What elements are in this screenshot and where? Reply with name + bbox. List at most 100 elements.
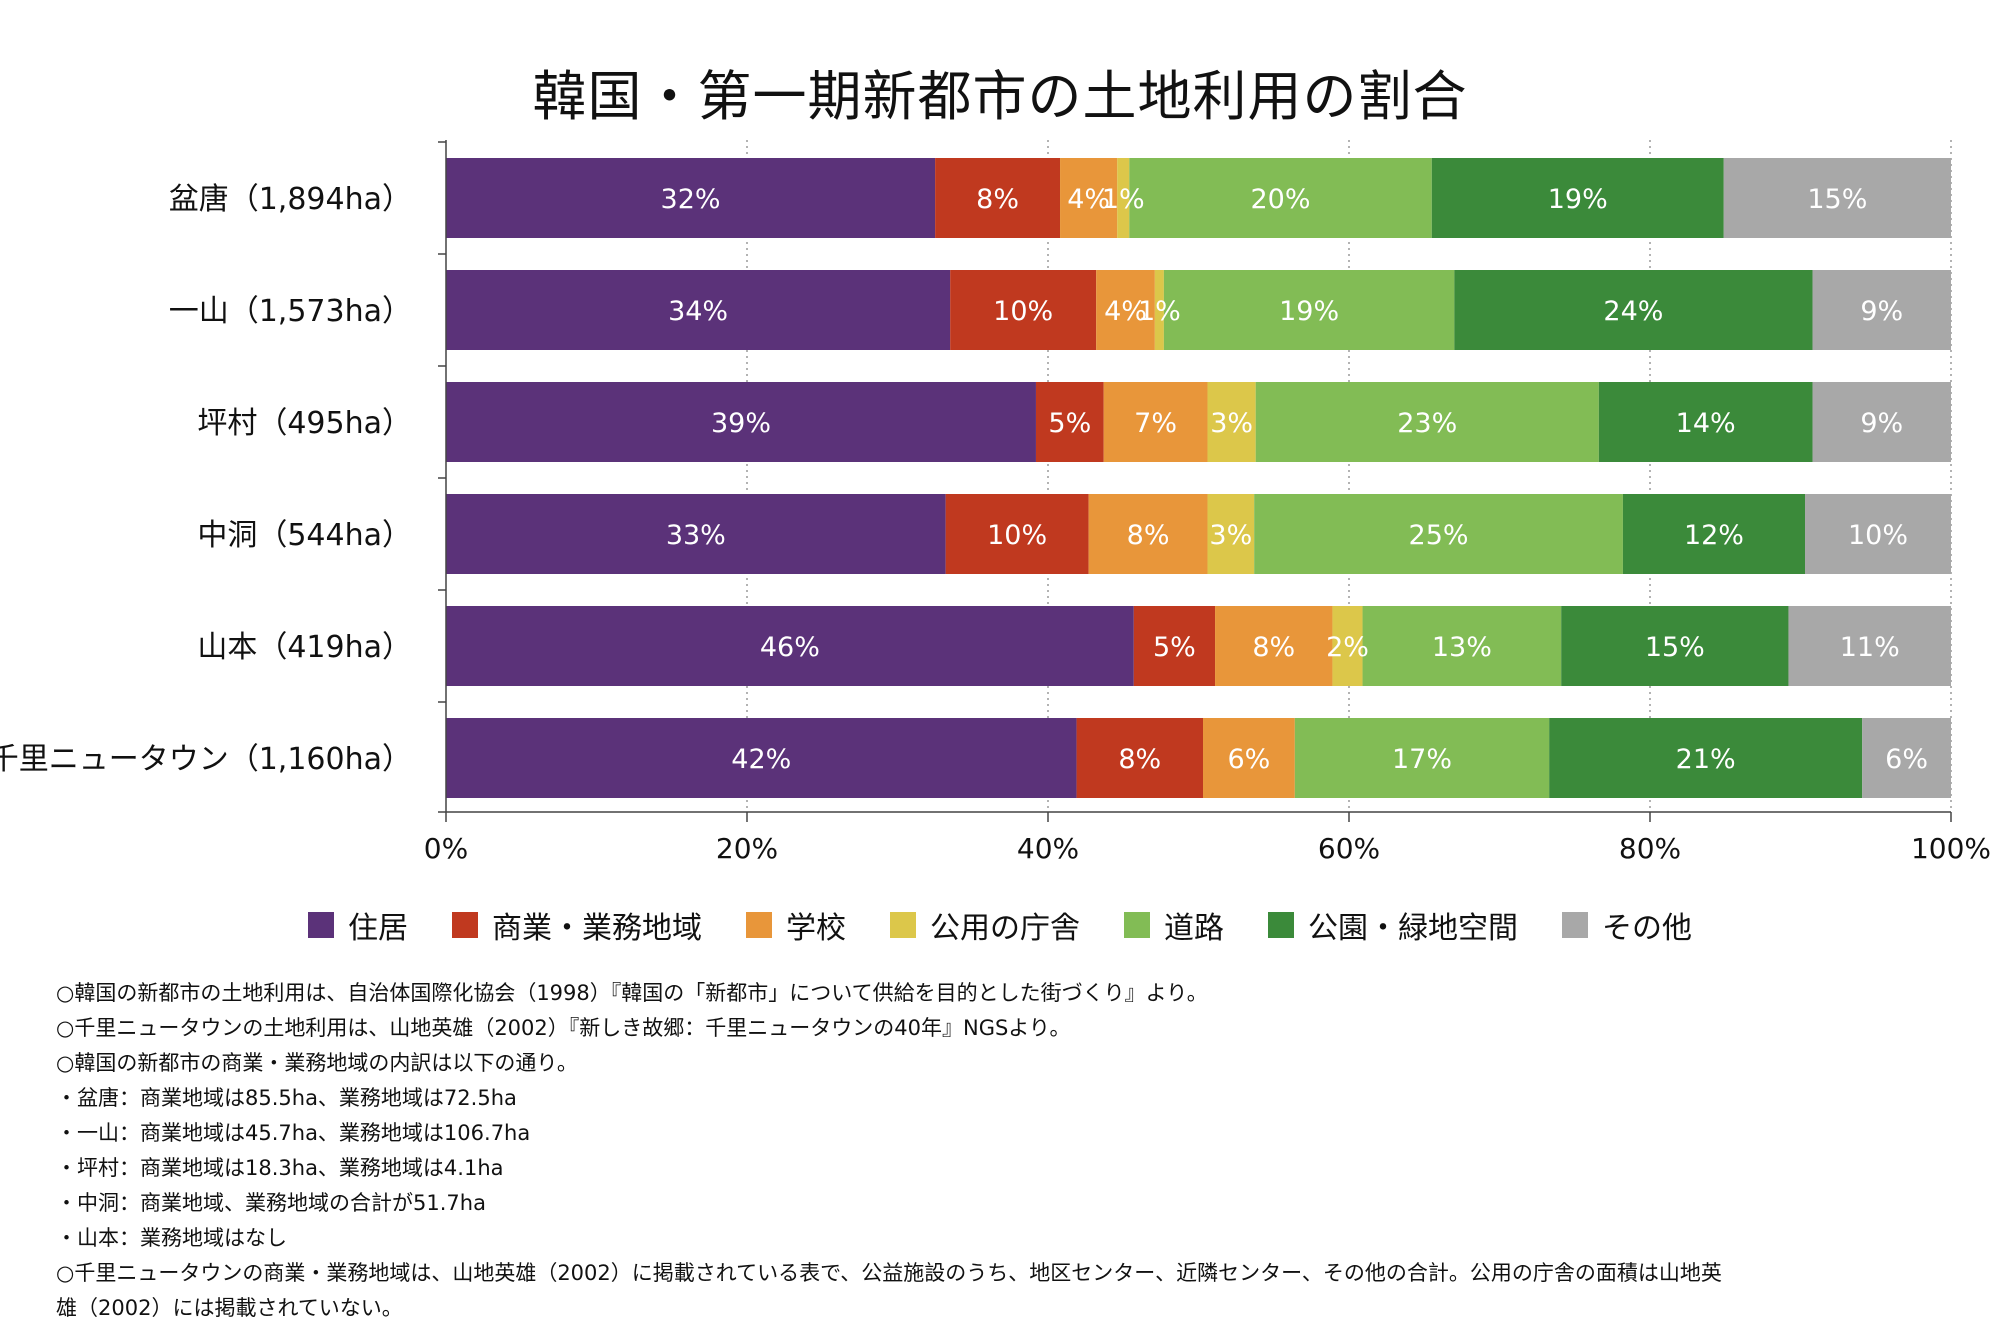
bar-segment	[1812, 270, 1951, 350]
legend: 住居 商業・業務地域 学校 公用の庁舎 道路 公園・緑地空間 その他	[0, 900, 2000, 950]
bar-segment	[1805, 494, 1951, 574]
bar-segment	[1129, 158, 1432, 238]
x-tick-label: 100%	[1911, 832, 1991, 865]
category-label: 一山（1,573ha）	[169, 294, 412, 329]
data-label: 42%	[731, 744, 791, 775]
bar-segment	[446, 270, 951, 350]
bar-segment	[1254, 494, 1623, 574]
data-label: 20%	[1251, 184, 1311, 215]
data-label: 2%	[1326, 632, 1369, 663]
data-label: 15%	[1645, 632, 1705, 663]
data-label: 46%	[760, 632, 820, 663]
bar-segment	[1549, 718, 1863, 798]
bar-segment	[1207, 494, 1255, 574]
bar-segment	[1103, 382, 1208, 462]
legend-swatch	[1268, 912, 1294, 938]
data-label: 6%	[1885, 744, 1928, 775]
bar-segment	[1812, 382, 1951, 462]
data-label: 10%	[993, 296, 1053, 327]
legend-item: その他	[1562, 903, 1692, 947]
category-label: 山本（419ha）	[197, 630, 412, 665]
bar-segment	[1255, 382, 1599, 462]
data-label: 11%	[1840, 632, 1900, 663]
note-line: ○韓国の新都市の土地利用は、自治体国際化協会（1998）『韓国の「新都市」につい…	[56, 981, 1208, 1005]
data-label: 4%	[1067, 184, 1110, 215]
data-label: 8%	[1252, 632, 1295, 663]
x-tick-label: 40%	[1017, 832, 1079, 865]
bar-segment	[945, 494, 1089, 574]
legend-item: 商業・業務地域	[452, 903, 702, 947]
bar-segment	[1117, 158, 1130, 238]
bar-segment	[1163, 270, 1455, 350]
x-tick-label: 20%	[716, 832, 778, 865]
data-label: 33%	[666, 520, 726, 551]
notes: ○韓国の新都市の土地利用は、自治体国際化協会（1998）『韓国の「新都市」につい…	[56, 976, 1956, 1326]
legend-item: 道路	[1124, 903, 1224, 947]
legend-swatch	[746, 912, 772, 938]
data-label: 7%	[1134, 408, 1177, 439]
data-label: 8%	[1127, 520, 1170, 551]
bar-segment	[446, 606, 1134, 686]
bar-segment	[1133, 606, 1216, 686]
bars	[446, 158, 1951, 798]
bar-segment	[1060, 158, 1118, 238]
bar-segment	[1454, 270, 1813, 350]
bar-segment	[1203, 718, 1295, 798]
legend-label: その他	[1602, 911, 1692, 946]
data-label: 25%	[1409, 520, 1469, 551]
bar-segment	[1076, 718, 1204, 798]
legend-item: 住居	[308, 903, 408, 947]
legend-item: 公園・緑地空間	[1268, 903, 1518, 947]
bar-segment	[1561, 606, 1789, 686]
data-label: 4%	[1104, 296, 1147, 327]
legend-item: 公用の庁舎	[890, 903, 1080, 947]
bar-segment	[446, 718, 1077, 798]
bar-segment	[1332, 606, 1363, 686]
note-line: ・一山：商業地域は45.7ha、業務地域は106.7ha	[56, 1121, 531, 1145]
bar-segment	[1088, 494, 1208, 574]
bar-segment	[446, 382, 1036, 462]
x-tick-label: 0%	[424, 832, 468, 865]
data-label: 6%	[1227, 744, 1270, 775]
note-line: ・坪村：商業地域は18.3ha、業務地域は4.1ha	[56, 1156, 504, 1180]
x-tick-label: 80%	[1619, 832, 1681, 865]
bar-segment	[1035, 382, 1104, 462]
bar-segment	[950, 270, 1097, 350]
data-label: 32%	[661, 184, 721, 215]
data-label: 8%	[1118, 744, 1161, 775]
gridlines	[746, 140, 1952, 812]
data-label: 10%	[1848, 520, 1908, 551]
bar-segment	[446, 494, 946, 574]
bar-segment	[1598, 382, 1813, 462]
bar-segment	[935, 158, 1061, 238]
legend-label: 道路	[1164, 911, 1224, 946]
data-label: 8%	[976, 184, 1019, 215]
bar-segment	[1096, 270, 1155, 350]
note-line: ・山本：業務地域はなし	[56, 1226, 287, 1250]
data-label: 14%	[1676, 408, 1736, 439]
legend-swatch	[308, 912, 334, 938]
data-label: 3%	[1209, 520, 1252, 551]
data-label: 13%	[1432, 632, 1492, 663]
legend-swatch	[1562, 912, 1588, 938]
legend-swatch	[452, 912, 478, 938]
data-label: 23%	[1397, 408, 1457, 439]
note-line: ○千里ニュータウンの土地利用は、山地英雄（2002）『新しき故郷：千里ニュータウ…	[56, 1016, 1071, 1040]
axes: 0% 20% 40% 60% 80% 100% 盆唐（1,894ha） 一山（1,573ha）…	[0, 140, 1991, 865]
legend-label: 公用の庁舎	[930, 911, 1080, 946]
data-label: 12%	[1684, 520, 1744, 551]
legend-label: 商業・業務地域	[492, 911, 702, 946]
category-label: 千里ニュータウン（1,160ha）	[0, 742, 412, 777]
data-label: 21%	[1676, 744, 1736, 775]
data-label: 5%	[1153, 632, 1196, 663]
category-label: 坪村（495ha）	[197, 406, 412, 441]
bar-segment	[1723, 158, 1951, 238]
x-tick-label: 60%	[1318, 832, 1380, 865]
category-label: 中洞（544ha）	[197, 518, 412, 553]
bar-segment	[1154, 270, 1164, 350]
data-label: 10%	[987, 520, 1047, 551]
bar-segment	[1294, 718, 1550, 798]
note-line: 雄（2002）には掲載されていない。	[56, 1296, 403, 1320]
data-label: 9%	[1860, 408, 1903, 439]
note-line: ○韓国の新都市の商業・業務地域の内訳は以下の通り。	[56, 1051, 578, 1075]
